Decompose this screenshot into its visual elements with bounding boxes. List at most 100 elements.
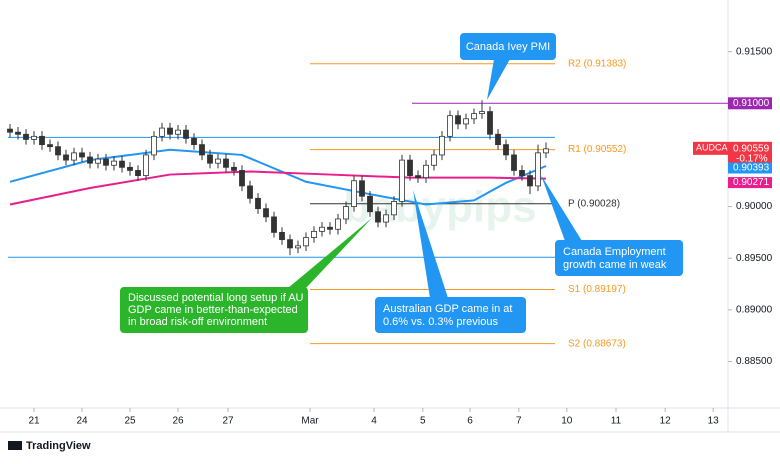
candle-body	[439, 135, 445, 156]
x-tick-label: 11	[611, 416, 622, 427]
x-tick-label: 27	[222, 416, 234, 427]
candle-body	[191, 138, 197, 146]
candle-body	[215, 158, 221, 164]
callout-text: Australian GDP came in at	[383, 303, 512, 315]
candle-body	[159, 127, 165, 137]
candle-body	[391, 201, 397, 216]
candle-body	[279, 232, 285, 241]
candle-body	[263, 208, 269, 218]
watermark: babypips	[343, 183, 536, 232]
candle-body	[87, 156, 93, 164]
candle-body	[359, 180, 365, 197]
callout-text: Canada Employment	[563, 246, 666, 258]
candle-body	[135, 170, 141, 176]
x-tick-label: 12	[660, 416, 672, 427]
candle-body	[287, 239, 293, 249]
candle-body	[335, 218, 341, 230]
candle-body	[95, 158, 101, 164]
candle-body	[175, 129, 181, 135]
pivot-label: S2 (0.88673)	[568, 338, 626, 349]
candle-body	[535, 152, 541, 187]
price-tag-label: 0.91000	[733, 98, 770, 109]
candle-body	[143, 154, 149, 176]
candle-body	[463, 118, 469, 125]
candle-body	[311, 230, 317, 238]
candle-body	[415, 175, 421, 179]
callout-box	[120, 287, 308, 333]
candle-body	[119, 160, 125, 168]
callout-box	[460, 33, 556, 60]
candle-body	[15, 131, 21, 135]
callout: Canada Employment growth came in weak	[541, 175, 683, 276]
brand: TradingView	[8, 440, 91, 452]
change-label: -0.17%	[736, 153, 768, 164]
candle-body	[71, 152, 77, 161]
candle-body	[375, 211, 381, 223]
candle-body	[303, 237, 309, 247]
candle-body	[79, 152, 85, 158]
candle-body	[479, 111, 485, 115]
candle-body	[367, 195, 373, 213]
candle-body	[343, 206, 349, 220]
candle-body	[247, 185, 253, 199]
pivot-label: S1 (0.89197)	[568, 284, 626, 295]
candle-body	[231, 166, 237, 171]
candle-body	[111, 160, 117, 166]
x-tick-label: 10	[561, 416, 573, 427]
callout-text: Discussed potential long setup if AU	[128, 292, 304, 304]
candle-body	[223, 158, 229, 168]
x-tick-label: 25	[124, 416, 136, 427]
candle-body	[327, 226, 333, 230]
y-tick-label: 0.88500	[736, 356, 773, 367]
callout-arrow	[541, 175, 582, 241]
candle-body	[351, 180, 357, 207]
x-tick-label: 26	[172, 416, 184, 427]
candle-body	[151, 135, 157, 156]
brand-logo	[8, 441, 22, 450]
candle-body	[503, 144, 509, 156]
price-tag	[728, 97, 772, 110]
candle-body	[383, 214, 389, 223]
candle-body	[239, 170, 245, 187]
candle-body	[431, 154, 437, 166]
candle-body	[271, 216, 277, 233]
x-tick-label: 7	[516, 416, 522, 427]
pivot-label: P (0.90028)	[568, 198, 620, 209]
x-tick-label: 21	[28, 416, 40, 427]
x-tick-label: 6	[467, 416, 473, 427]
callout-box	[555, 240, 683, 276]
candle-body	[543, 148, 549, 154]
candle-body	[23, 133, 29, 140]
price-tag	[728, 177, 772, 189]
price-tag-label: 0.90271	[733, 177, 770, 188]
x-tick-label: 5	[420, 416, 426, 427]
y-tick-label: 0.91500	[736, 46, 773, 57]
candle-body	[207, 154, 213, 164]
candle-body	[447, 115, 453, 137]
x-tick-label: Mar	[301, 416, 319, 427]
price-tag-label: 0.90393	[733, 163, 770, 174]
callout-arrow	[487, 59, 510, 100]
candle-body	[39, 135, 45, 146]
candle-body	[55, 146, 61, 156]
callout-text: GDP came in better-than-expected	[128, 304, 298, 316]
last-price-label: 0.90559	[733, 143, 770, 154]
candle-body	[167, 127, 173, 135]
callout-arrow	[413, 190, 448, 298]
x-tick-label: 24	[76, 416, 88, 427]
pivot-label: R1 (0.90552)	[568, 144, 626, 155]
y-tick-label: 0.90000	[736, 201, 773, 212]
pivot-label: R2 (0.91383)	[568, 58, 626, 69]
y-tick-label: 0.89000	[736, 305, 773, 316]
candle-body	[47, 144, 53, 148]
candle-body	[103, 158, 109, 166]
x-tick-label: 4	[371, 416, 377, 427]
callout-text: Canada Ivey PMI	[466, 41, 550, 53]
candle-body	[407, 159, 413, 176]
candle-body	[399, 159, 405, 202]
callout-text: in broad risk-off environment	[128, 316, 267, 328]
candle-body	[511, 154, 517, 171]
candle-body	[495, 133, 501, 146]
candle-body	[63, 154, 69, 161]
candle-body	[183, 129, 189, 139]
